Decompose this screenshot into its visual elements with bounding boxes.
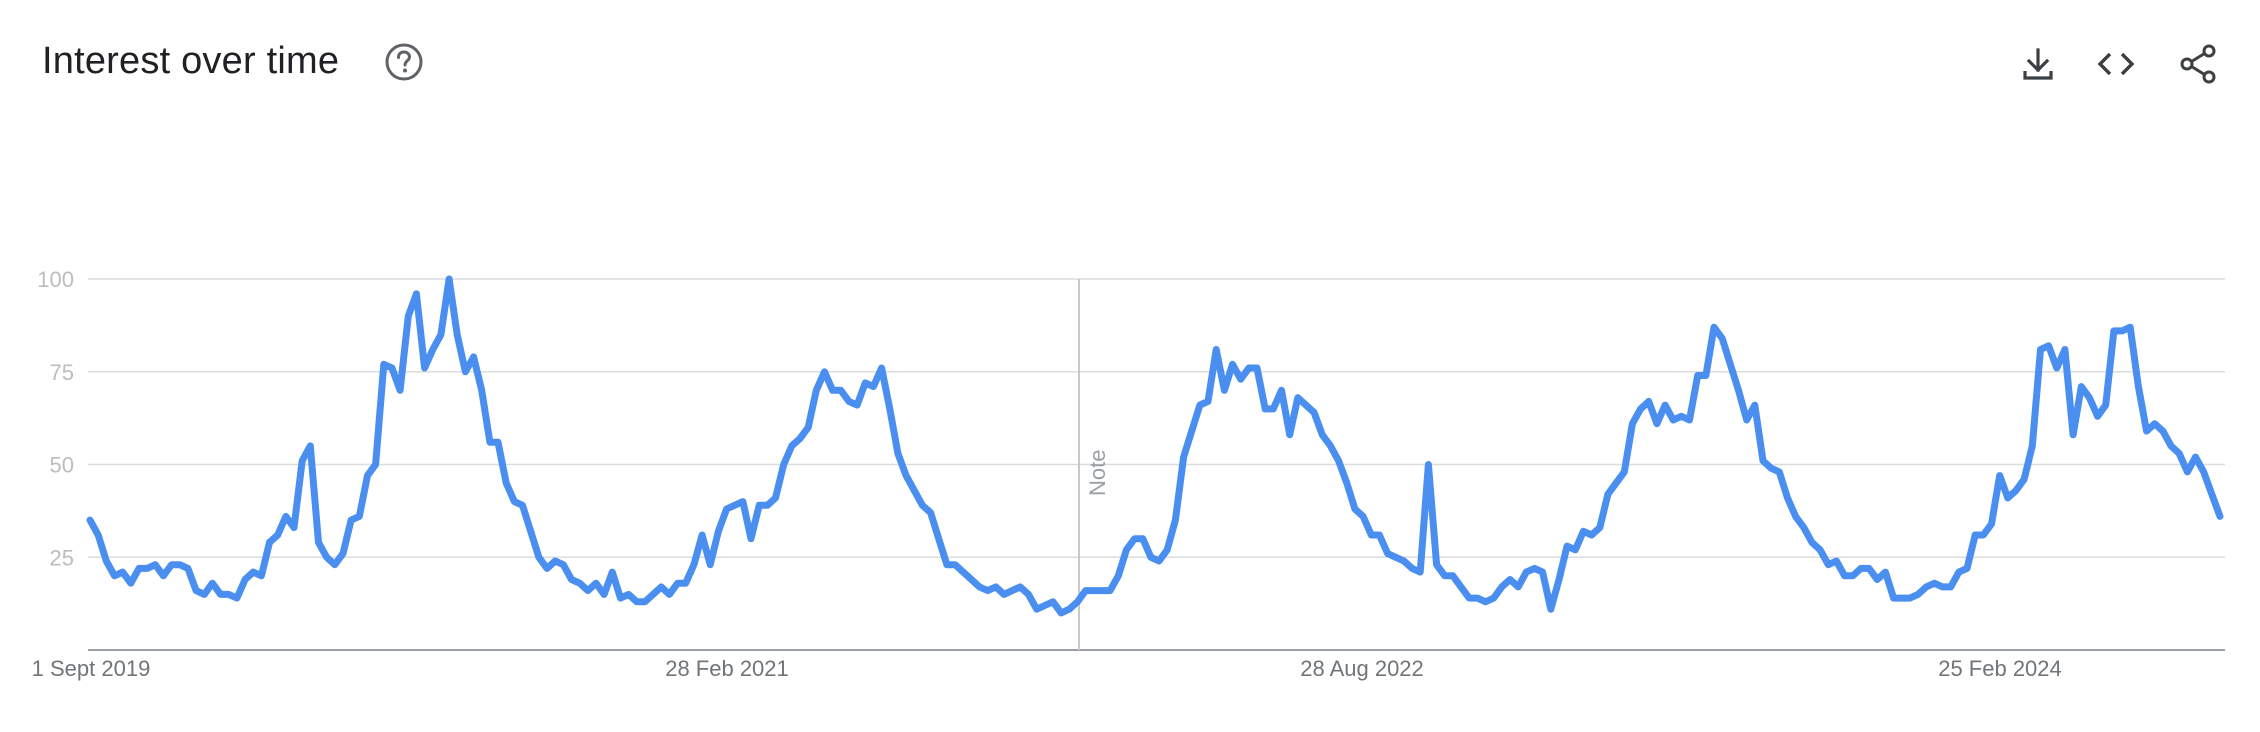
help-circle-icon[interactable] (384, 42, 424, 82)
x-axis-ticks: 1 Sept 2019 28 Feb 2021 28 Aug 2022 25 Feb … (32, 656, 2062, 681)
y-tick-label: 25 (50, 545, 74, 570)
x-tick-label: 25 Feb 2024 (1938, 656, 2062, 681)
y-tick-label: 75 (50, 360, 74, 385)
y-tick-label: 50 (50, 453, 74, 478)
x-tick-label: 28 Aug 2022 (1300, 656, 1424, 681)
y-tick-label: 100 (37, 267, 74, 292)
x-tick-label: 1 Sept 2019 (32, 656, 151, 681)
note-label[interactable]: Note (1085, 450, 1110, 496)
chart-header: Interest over time (0, 0, 2260, 130)
download-icon[interactable] (2016, 42, 2060, 86)
embed-code-icon[interactable] (2094, 42, 2138, 86)
chart-title: Interest over time (42, 40, 340, 82)
x-tick-label: 28 Feb 2021 (665, 656, 789, 681)
y-axis-ticks: 25 50 75 100 (37, 267, 74, 570)
grid-lines (88, 278, 2225, 558)
note-annotation: Note (1078, 279, 1110, 650)
share-icon[interactable] (2176, 42, 2220, 86)
series-line (86, 275, 2224, 617)
